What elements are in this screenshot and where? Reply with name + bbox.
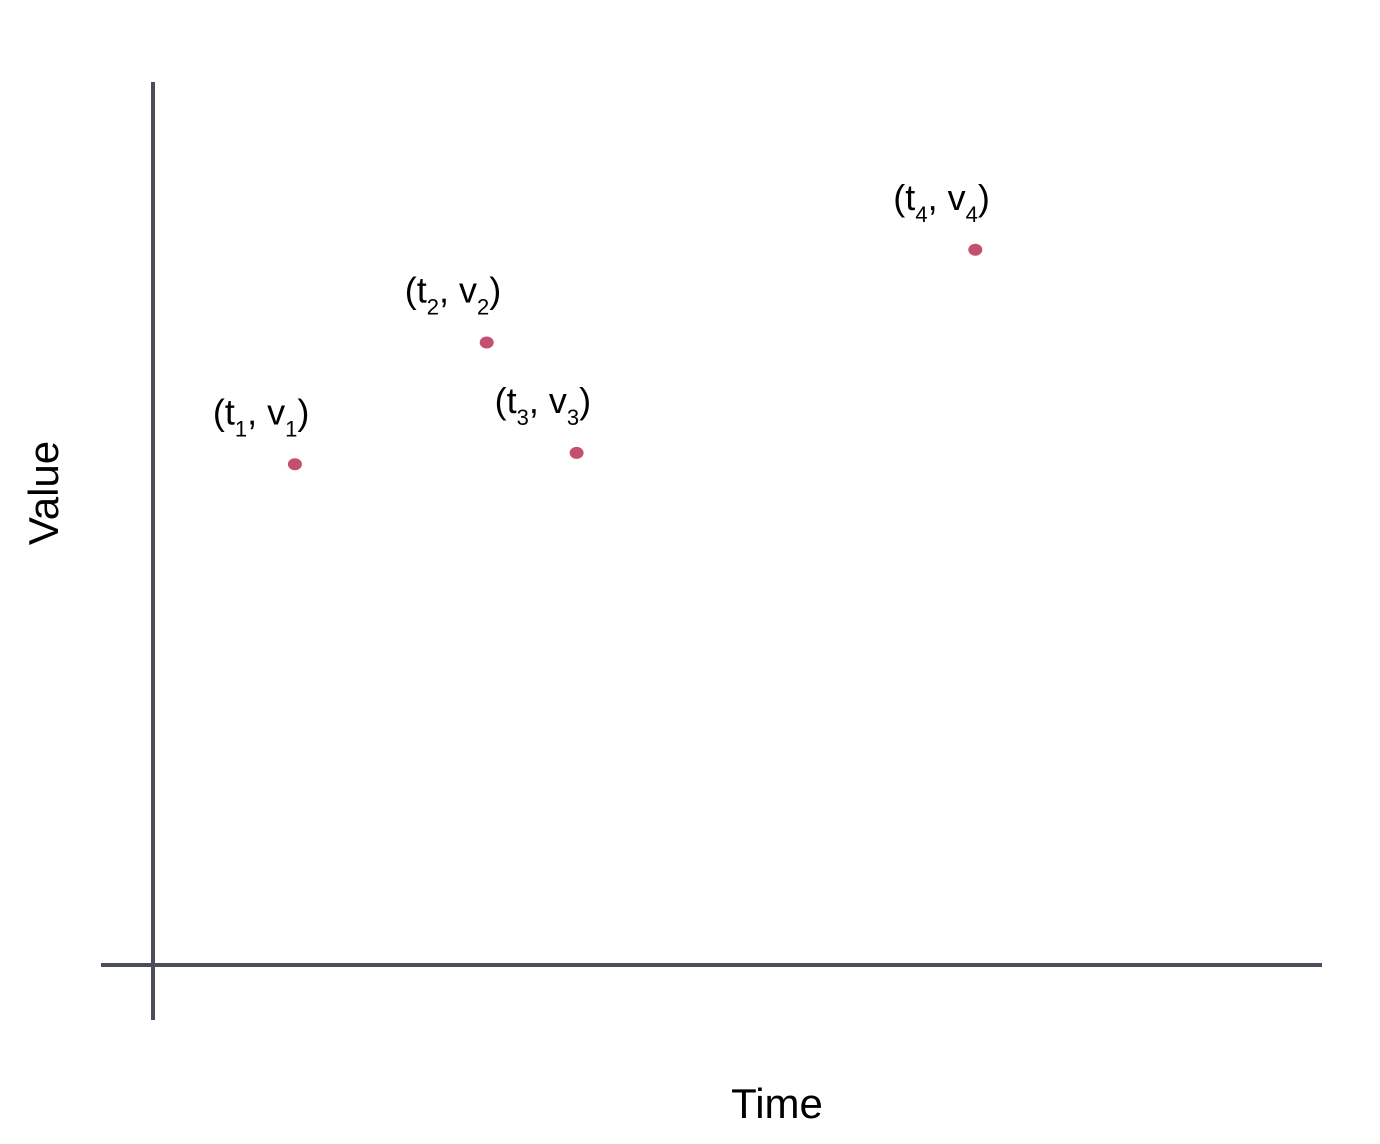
point-label-3: (t3, v3) [495,380,592,430]
data-point-4 [968,243,983,256]
point-label-1: (t1, v1) [213,391,310,441]
point-label-2: (t2, v2) [405,270,502,320]
y-axis-label: Value [20,441,67,545]
data-point-2 [479,336,494,349]
point-label-4: (t4, v4) [893,177,990,227]
data-point-3 [569,446,584,459]
x-axis-label: Time [731,1080,823,1127]
points-layer: (t1, v1) (t2, v2) (t3, v3) (t4, v4) [213,177,990,471]
data-point-1 [287,458,302,471]
